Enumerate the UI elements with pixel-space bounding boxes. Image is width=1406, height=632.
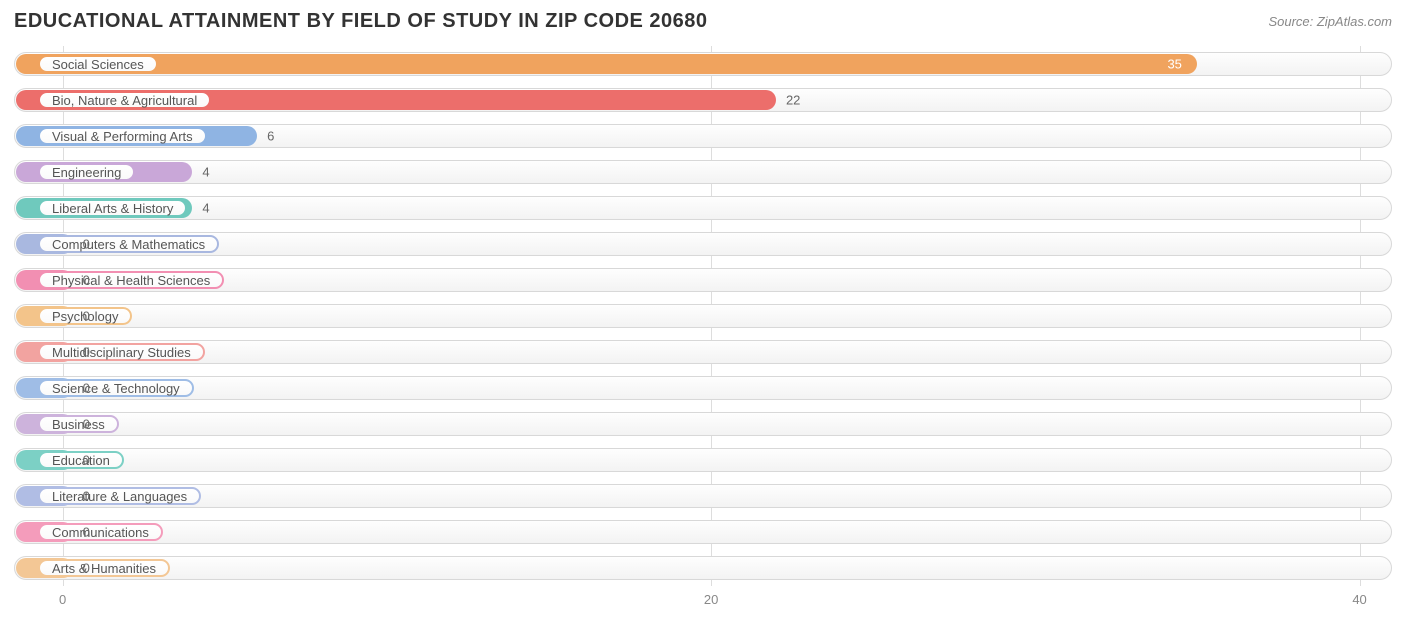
category-label: Social Sciences: [52, 57, 144, 72]
category-pill: Education: [38, 451, 124, 469]
bar-row: Liberal Arts & History 4: [14, 190, 1392, 226]
bar: [16, 54, 1197, 74]
category-label: Literature & Languages: [52, 489, 187, 504]
bar-row: Bio, Nature & Agricultural 22: [14, 82, 1392, 118]
category-pill: Bio, Nature & Agricultural: [38, 91, 211, 109]
category-label: Bio, Nature & Agricultural: [52, 93, 197, 108]
x-axis: 0 20 40: [14, 586, 1392, 614]
category-label: Liberal Arts & History: [52, 201, 173, 216]
category-label: Engineering: [52, 165, 121, 180]
bar-track: [14, 232, 1392, 256]
bar-row: Education0: [14, 442, 1392, 478]
category-pill: Communications: [38, 523, 163, 541]
x-tick-label: 40: [1352, 592, 1366, 607]
bar-row: Communications0: [14, 514, 1392, 550]
bar-row: Engineering 4: [14, 154, 1392, 190]
bar-row: Physical & Health Sciences0: [14, 262, 1392, 298]
value-label: 22: [786, 93, 800, 108]
value-label: 0: [83, 417, 90, 432]
category-label: Multidisciplinary Studies: [52, 345, 191, 360]
x-tick-label: 20: [704, 592, 718, 607]
bar-row: Literature & Languages0: [14, 478, 1392, 514]
chart-area: Social Sciences 35 Bio, Nature & Agricultu…: [14, 46, 1392, 618]
category-label: Business: [52, 417, 105, 432]
bar-track: [14, 556, 1392, 580]
value-label: 0: [83, 561, 90, 576]
bar-row: Social Sciences 35: [14, 46, 1392, 82]
category-label: Education: [52, 453, 110, 468]
bar-track: [14, 304, 1392, 328]
chart-source: Source: ZipAtlas.com: [1268, 14, 1392, 29]
bar-row: Computers & Mathematics0: [14, 226, 1392, 262]
value-label: 0: [83, 489, 90, 504]
value-label: 0: [83, 237, 90, 252]
category-pill: Liberal Arts & History: [38, 199, 187, 217]
category-label: Science & Technology: [52, 381, 180, 396]
chart-title: EDUCATIONAL ATTAINMENT BY FIELD OF STUDY…: [14, 10, 708, 33]
category-pill: Business: [38, 415, 119, 433]
value-label: 0: [83, 525, 90, 540]
category-pill: Computers & Mathematics: [38, 235, 219, 253]
bar-row: Psychology0: [14, 298, 1392, 334]
category-pill: Multidisciplinary Studies: [38, 343, 205, 361]
category-label: Physical & Health Sciences: [52, 273, 210, 288]
category-pill: Science & Technology: [38, 379, 194, 397]
value-label: 4: [202, 201, 209, 216]
category-label: Communications: [52, 525, 149, 540]
value-label: 0: [83, 453, 90, 468]
category-label: Visual & Performing Arts: [52, 129, 193, 144]
value-label: 4: [202, 165, 209, 180]
bar-track: [14, 412, 1392, 436]
category-pill: Literature & Languages: [38, 487, 201, 505]
value-label: 6: [267, 129, 274, 144]
value-label: 0: [83, 273, 90, 288]
bar-row: Visual & Performing Arts 6: [14, 118, 1392, 154]
category-pill: Visual & Performing Arts: [38, 127, 207, 145]
category-pill: Social Sciences: [38, 55, 158, 73]
bar-track: [14, 160, 1392, 184]
value-label: 35: [1167, 57, 1382, 72]
bar-row: Science & Technology0: [14, 370, 1392, 406]
bar-track: [14, 448, 1392, 472]
category-pill: Engineering: [38, 163, 135, 181]
category-pill: Arts & Humanities: [38, 559, 170, 577]
value-label: 0: [83, 309, 90, 324]
bar-track: [14, 196, 1392, 220]
x-tick-label: 0: [59, 592, 66, 607]
bar-track: [14, 340, 1392, 364]
value-label: 0: [83, 345, 90, 360]
chart-plot: Social Sciences 35 Bio, Nature & Agricultu…: [14, 46, 1392, 586]
category-pill: Physical & Health Sciences: [38, 271, 224, 289]
category-label: Arts & Humanities: [52, 561, 156, 576]
bar-track: [14, 520, 1392, 544]
bar-row: Business0: [14, 406, 1392, 442]
bar-track: [14, 376, 1392, 400]
value-label: 0: [83, 381, 90, 396]
bar-row: Arts & Humanities0: [14, 550, 1392, 586]
bar-row: Multidisciplinary Studies0: [14, 334, 1392, 370]
category-label: Computers & Mathematics: [52, 237, 205, 252]
bar-track: [14, 484, 1392, 508]
